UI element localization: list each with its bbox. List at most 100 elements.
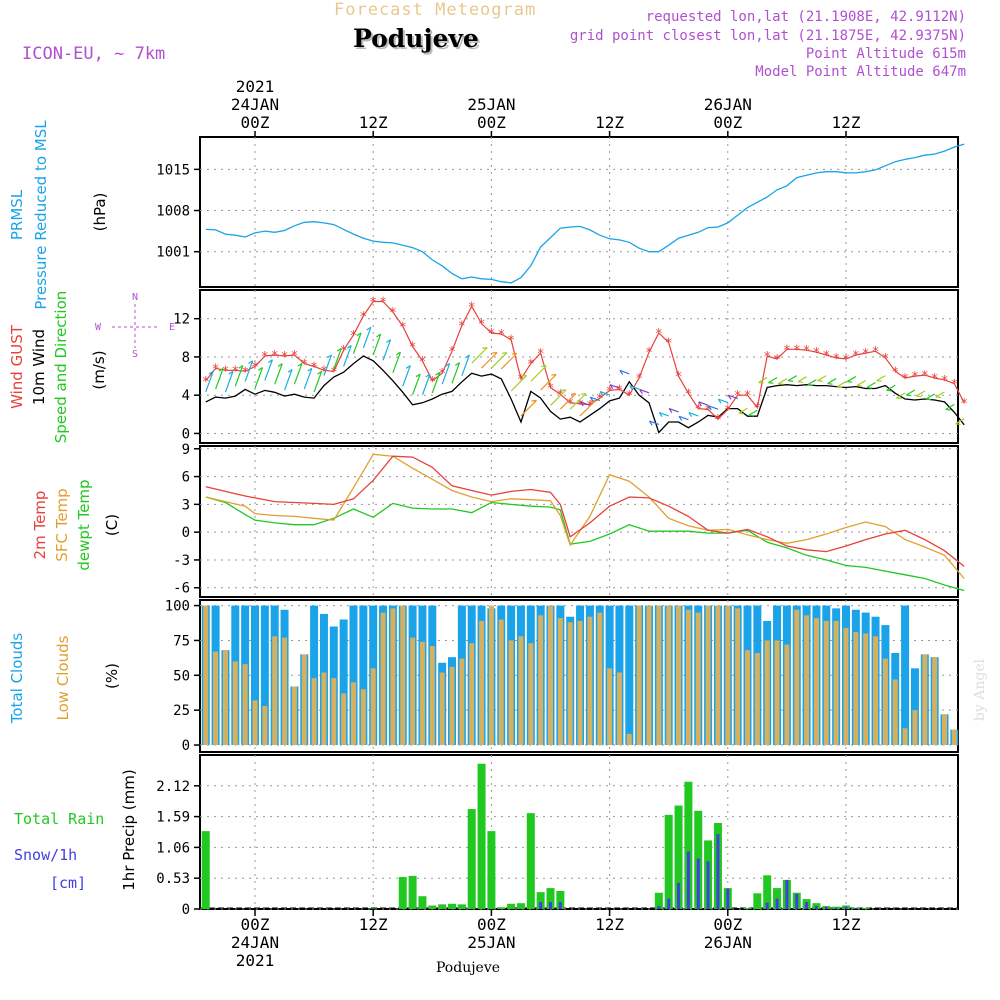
wind-arrow-head [492,351,498,354]
wind-arrow-head [668,408,673,414]
wind-arrow-head [287,368,293,373]
wind-arrow [333,348,342,370]
gust-marker: * [566,397,574,412]
wind-arrow [846,376,857,383]
wind-arrow-head [346,345,352,349]
wind-arrow [431,372,441,394]
low-cloud-bar [291,686,297,746]
wind-arrow-head [551,373,557,376]
low-cloud-bar [843,627,849,746]
low-cloud-bar [597,612,603,746]
low-cloud-bar [882,658,888,746]
bottom-date-label: 26JAN [704,933,752,952]
gust-marker: * [438,367,446,382]
rain-bar [428,905,437,909]
gust-marker: * [881,352,889,367]
wind-arrow-head [531,399,537,402]
gust-marker: * [478,317,486,332]
wind-arrow [224,371,234,393]
low-cloud-bar [232,661,238,746]
snow-bar [814,906,818,909]
gust-marker: * [931,372,939,387]
wind-arrow [768,377,778,384]
rain-bar [861,907,870,909]
gust-marker: * [891,365,899,380]
gust-marker: * [212,362,220,377]
snow-bar [677,882,681,909]
wind-arrow-head [788,380,794,382]
wind-arrow [866,381,876,389]
low-cloud-bar [912,710,918,746]
gust-marker: * [714,413,722,428]
wind-arrow-head [619,370,624,375]
gust-marker: * [261,350,269,365]
wind-arrow-head [758,381,764,384]
low-cloud-bar [873,636,879,746]
wind-arrow-head [395,351,401,356]
wind-arrow [688,411,699,417]
wind-arrow-head [698,401,702,407]
gust-marker: * [675,370,683,385]
snow-bar [686,851,690,909]
panel-ylabel: (%) [103,663,121,689]
wind-arrow-head [768,382,774,384]
low-cloud-bar [942,714,947,746]
snow-bar [795,893,799,909]
wind-arrow-head [356,332,362,337]
y-tick-label: -3 [173,553,190,569]
gust-marker: * [468,300,476,315]
bottom-hour-label: 12Z [359,915,388,934]
low-cloud-bar [666,605,672,746]
wind-arrow-head [376,333,382,338]
y-tick-label: 3 [182,497,190,513]
gust-marker: * [773,353,781,368]
low-cloud-bar [439,672,445,746]
wind-arrow [738,407,748,414]
wind-arrow-head [708,405,712,411]
total-cloud-bar [910,668,919,746]
total-cloud-bar [349,605,358,746]
total-cloud-bar [625,605,634,746]
wind-arrow-head [366,326,372,331]
gust-marker: * [842,353,850,368]
wind-arrow-head [336,347,342,352]
meteogram-title: Forecast Meteogram [334,0,537,20]
gust-marker: * [359,310,367,325]
gust-marker: * [803,344,811,359]
total-cloud-bar [251,605,259,746]
low-cloud-bar [351,682,356,746]
y-tick-label: 9 [182,442,190,458]
wind-arrow-head [738,412,744,415]
wind-arrow-head [570,392,576,395]
wind-arrow-head [817,380,823,382]
wind-arrow [352,332,362,354]
wind-arrow-head [580,401,584,407]
rain-bar [369,908,378,909]
low-cloud-bar [449,666,455,746]
snow-bar [558,902,562,909]
gust-marker: * [428,375,436,390]
wind-arrow [728,394,738,400]
wind-arrow [579,399,597,417]
low-cloud-bar [784,644,790,746]
location-title: Podujeve [353,24,479,53]
wind-arrow [590,396,600,402]
snow-bar [824,906,828,909]
gust-marker: * [458,319,466,334]
snow-bar [706,861,710,909]
gust-marker: * [448,345,456,360]
low-cloud-bar [804,615,810,746]
wind-arrow-head [464,354,470,359]
compass-north: N [132,292,138,303]
wind-arrow-head [678,415,683,421]
wind-arrow [481,352,498,369]
top-date-label: 26JAN [704,95,752,114]
gust-marker: * [507,334,515,349]
low-cloud-bar [459,658,465,746]
wind-arrow [758,377,768,384]
panel-frame-3 [199,445,959,598]
panel-ylabel: 2m Temp [31,491,49,560]
low-cloud-bar [360,689,366,746]
top-hour-label: 00Z [477,113,506,132]
y-tick-label: -6 [173,581,190,597]
